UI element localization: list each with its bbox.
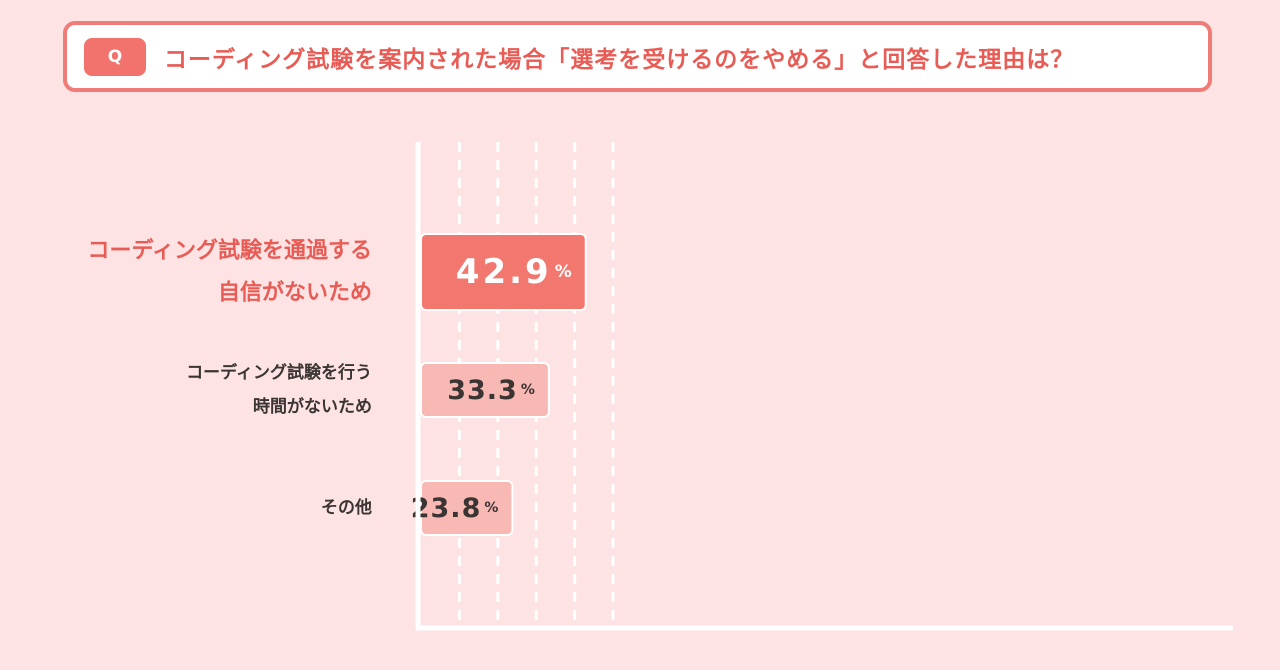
question-box: Q コーディング試験を案内された場合「選考を受けるのをやめる」と回答した理由は？ [63, 21, 1212, 92]
bar-3 [420, 480, 514, 536]
bar-value-label-3: 23.8% [411, 493, 499, 524]
bar-value-label-1: 42.9% [456, 252, 572, 292]
category-label-1: コーディング試験を通過する [88, 238, 372, 264]
category-label-2: 時間がないため [253, 396, 372, 417]
bar-2 [420, 362, 550, 418]
question-text: コーディング試験を案内された場合「選考を受けるのをやめる」と回答した理由は？ [164, 46, 1075, 73]
bar-1 [420, 233, 587, 311]
category-label-3: その他 [321, 497, 372, 518]
bar-value-label-2: 33.3% [447, 375, 535, 406]
category-label-1: 自信がないため [218, 280, 372, 306]
question-badge: Q [84, 37, 146, 76]
category-label-2: コーディング試験を行う [186, 362, 372, 383]
